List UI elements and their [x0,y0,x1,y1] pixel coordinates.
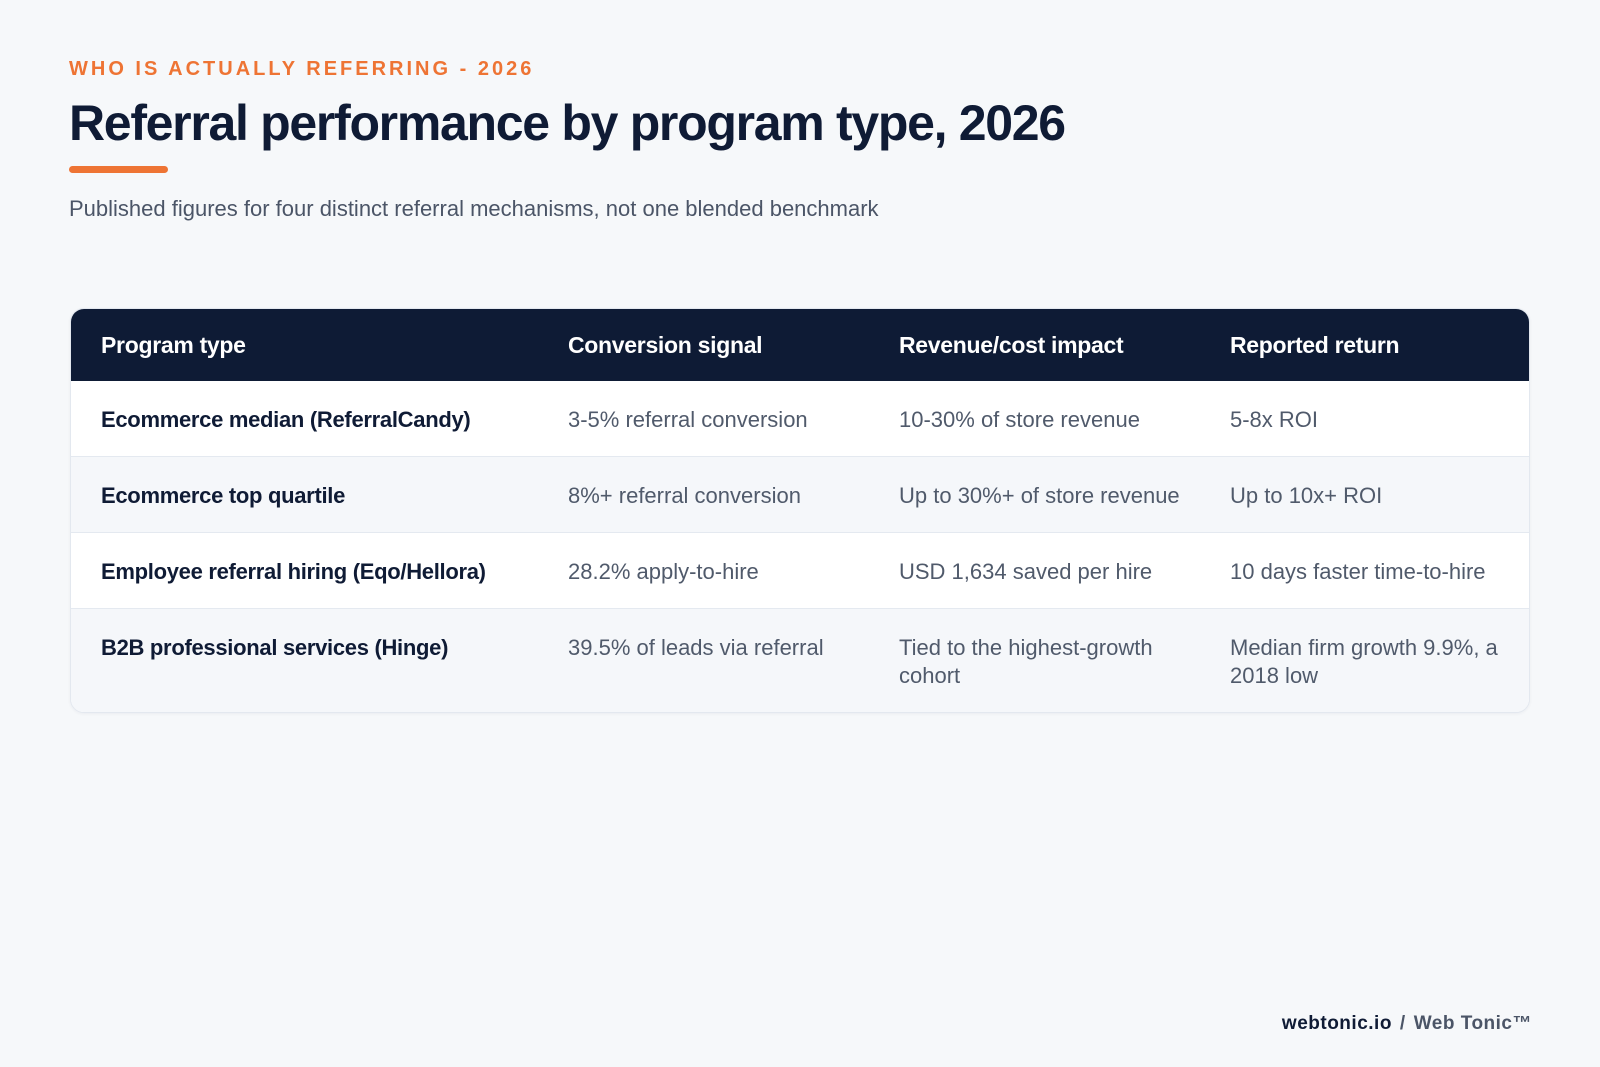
program-type-cell: Ecommerce median (ReferralCandy) [101,407,471,432]
reported-return-cell: Median firm growth 9.9%, a 2018 low [1230,635,1498,688]
footer-domain: webtonic.io [1281,1013,1392,1034]
eyebrow-label: WHO IS ACTUALLY REFERRING - 2026 [69,58,535,80]
program-type-cell: B2B professional services (Hinge) [101,635,449,660]
table-header-row: Program type Conversion signal Revenue/c… [71,309,1529,381]
conversion-signal-cell: 3-5% referral conversion [568,407,808,432]
page-title: Referral performance by program type, 20… [69,95,1066,151]
footer-separator: / [1399,1013,1406,1034]
program-type-cell: Employee referral hiring (Eqo/Hellora) [101,559,486,584]
table-row: B2B professional services (Hinge) 39.5% … [71,609,1529,712]
page-subtitle: Published figures for four distinct refe… [69,196,879,221]
table-row: Employee referral hiring (Eqo/Hellora) 2… [71,533,1529,609]
reported-return-cell: 5-8x ROI [1230,407,1319,432]
revenue-cost-impact-cell: Up to 30%+ of store revenue [899,483,1180,508]
footer-brand: Web Tonic™ [1413,1013,1532,1034]
column-header-program-type: Program type [101,332,246,358]
title-accent-bar [69,166,168,173]
table-row: Ecommerce top quartile 8%+ referral conv… [71,457,1529,533]
footer-credit: webtonic.io / Web Tonic™ [1282,1013,1532,1035]
revenue-cost-impact-cell: Tied to the highest-growth cohort [899,635,1153,688]
table-row: Ecommerce median (ReferralCandy) 3-5% re… [71,381,1529,457]
conversion-signal-cell: 39.5% of leads via referral [568,635,824,660]
column-header-reported-return: Reported return [1230,332,1400,358]
revenue-cost-impact-cell: 10-30% of store revenue [899,407,1140,432]
conversion-signal-cell: 28.2% apply-to-hire [568,559,759,584]
program-type-cell: Ecommerce top quartile [101,483,346,508]
reported-return-cell: 10 days faster time-to-hire [1230,559,1486,584]
column-header-revenue-cost-impact: Revenue/cost impact [899,332,1124,358]
referral-table: Program type Conversion signal Revenue/c… [70,308,1530,713]
revenue-cost-impact-cell: USD 1,634 saved per hire [899,559,1153,584]
conversion-signal-cell: 8%+ referral conversion [568,483,801,508]
column-header-conversion-signal: Conversion signal [568,332,763,358]
reported-return-cell: Up to 10x+ ROI [1230,483,1383,508]
